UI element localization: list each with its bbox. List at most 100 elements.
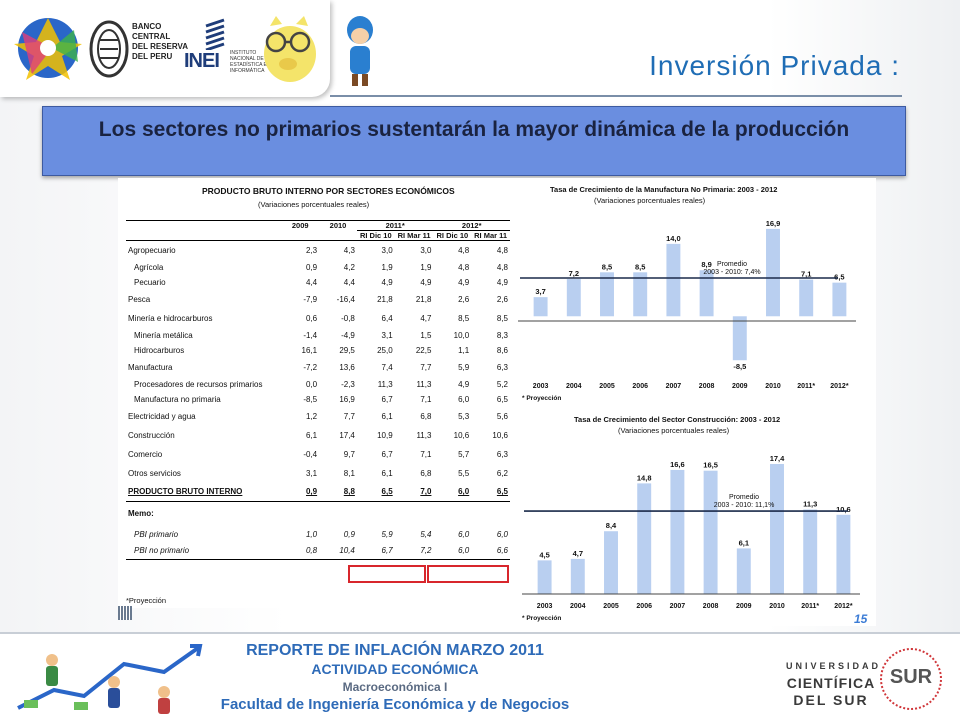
row-label: Manufactura xyxy=(128,362,173,372)
chart-bar xyxy=(533,297,548,317)
university-label: CIENTÍFICA xyxy=(786,675,876,691)
row-value: 1,9 xyxy=(381,262,393,272)
chart-bar xyxy=(666,243,681,317)
footer-course: Macroeconómica I xyxy=(342,680,448,694)
chart-data-label: 8,5 xyxy=(602,262,612,271)
row-value: -7,2 xyxy=(303,362,318,372)
chart-bar xyxy=(566,279,581,317)
chart-bar xyxy=(633,272,648,317)
row-value: 10,6 xyxy=(492,430,508,440)
chart-average-label: 2003 - 2010: 7,4% xyxy=(703,269,760,276)
row-value: 29,5 xyxy=(339,345,355,355)
footer: REPORTE DE INFLACIÓN MARZO 2011 ACTIVIDA… xyxy=(0,632,960,720)
row-value: 6,2 xyxy=(496,468,508,478)
row-value: -0,8 xyxy=(341,313,355,323)
row-value: 6,5 xyxy=(496,394,508,404)
logo-header: BANCO CENTRAL DEL RESERVA DEL PERU INEI … xyxy=(0,0,373,97)
chart-data-label: 14,0 xyxy=(666,234,681,243)
chart-footnote: * Proyección xyxy=(522,615,561,622)
chart-average-label: Promedio xyxy=(729,494,759,501)
row-value: 4,9 xyxy=(381,277,393,287)
table-row: Pesca -7,9 -16,4 21,8 21,8 2,6 2,6 xyxy=(126,290,510,309)
row-value: 1,2 xyxy=(305,411,318,421)
row-label: Otros servicios xyxy=(128,468,181,478)
table-header-year: 2012* xyxy=(433,220,510,231)
row-value: 0,6 xyxy=(305,313,318,323)
chart-bar xyxy=(637,483,652,594)
row-value: 4,9 xyxy=(458,379,470,389)
chart-data-label: 6,1 xyxy=(739,538,749,547)
table-subtitle: (Variaciones porcentuales reales) xyxy=(258,200,370,209)
chart-data-label: 11,3 xyxy=(803,500,817,509)
row-label: Procesadores de recursos primarios xyxy=(134,379,263,389)
row-value: 4,7 xyxy=(420,313,432,323)
chart-data-label: 4,5 xyxy=(539,550,549,559)
globe-logo-icon xyxy=(14,18,82,80)
seal-text: SUR xyxy=(889,666,933,688)
row-value: 17,4 xyxy=(339,430,355,440)
row-value: 1,9 xyxy=(420,262,432,272)
row-value: 6,1 xyxy=(381,411,393,421)
memo-row-label: PBI primario xyxy=(134,529,179,539)
row-value: 4,9 xyxy=(496,277,508,287)
footer-section: ACTIVIDAD ECONÓMICA xyxy=(311,661,479,677)
row-value: 4,4 xyxy=(305,277,318,287)
row-value: 4,8 xyxy=(458,245,470,255)
chart-data-label: 14,8 xyxy=(637,473,652,482)
row-value: 8,5 xyxy=(458,313,470,323)
table-subheader: RI Mar 11 xyxy=(397,231,431,240)
chart-data-label: -8,5 xyxy=(733,362,746,371)
memo-header-row: Memo: xyxy=(126,501,510,526)
table-row: Manufactura -7,2 13,6 7,4 7,7 5,9 6,3 xyxy=(126,358,510,377)
chart-bar xyxy=(770,463,784,594)
table-row: Agrícola 0,9 4,2 1,9 1,9 4,8 4,8 xyxy=(126,260,510,275)
row-value: 11,3 xyxy=(416,430,432,440)
chart-tick-label: 2004 xyxy=(566,383,582,390)
footer-report-title: REPORTE DE INFLACIÓN MARZO 2011 xyxy=(246,642,544,659)
row-label: Comercio xyxy=(128,449,163,459)
row-value: 6,7 xyxy=(381,449,393,459)
chart-tick-label: 2011* xyxy=(797,383,815,390)
headline-banner: Los sectores no primarios sustentarán la… xyxy=(42,106,906,176)
row-label: Agrícola xyxy=(134,262,164,272)
university-label: DEL SUR xyxy=(793,692,869,708)
table-row: Minería metálica -1,4 -4,9 3,1 1,5 10,0 8,3 xyxy=(126,328,510,343)
row-value: 6,1 xyxy=(305,430,318,440)
row-value: 8,8 xyxy=(343,487,355,497)
row-value: -16,4 xyxy=(336,294,355,304)
table-header-year: 2010 xyxy=(329,221,347,231)
chart-bar xyxy=(766,228,780,317)
row-value: 5,6 xyxy=(496,411,508,421)
table-header-blank xyxy=(126,221,281,231)
row-value: 16,9 xyxy=(339,394,355,404)
inei-stripes-icon xyxy=(205,18,225,50)
row-label: Hidrocarburos xyxy=(134,345,185,355)
row-value: 7,1 xyxy=(420,449,432,459)
chart-tick-label: 2007 xyxy=(670,603,686,610)
table-row: Agropecuario 2,3 4,3 3,0 3,0 4,8 4,8 xyxy=(126,241,510,260)
table-row: Construcción 6,1 17,4 10,9 11,3 10,6 10,6 xyxy=(126,426,510,445)
memo-row-value: 10,4 xyxy=(339,546,355,556)
row-value: 7,0 xyxy=(420,487,432,497)
chart-tick-label: 2012* xyxy=(830,383,849,390)
chart-tick-label: 2006 xyxy=(636,603,652,610)
chart-bar xyxy=(670,469,685,594)
row-label: Pesca xyxy=(128,294,151,304)
row-value: -8,5 xyxy=(303,394,318,404)
row-value: 0,0 xyxy=(305,379,318,389)
memo-row: PBI no primario 0,8 10,4 6,7 7,2 6,0 6,6 xyxy=(126,543,510,560)
row-value: 5,9 xyxy=(458,362,470,372)
inei-logo-text: INEI xyxy=(184,50,220,72)
table-header-blank xyxy=(281,231,319,241)
highlight-box-2011 xyxy=(348,565,426,583)
row-value: 7,7 xyxy=(343,411,355,421)
chart-bar xyxy=(604,531,618,594)
chart-data-label: 16,6 xyxy=(670,460,685,469)
chart-tick-label: 2005 xyxy=(599,383,615,390)
memo-row-value: 5,9 xyxy=(381,529,393,539)
table-title: PRODUCTO BRUTO INTERNO POR SECTORES ECON… xyxy=(202,186,455,196)
table-footnote: *Proyección xyxy=(126,596,167,605)
chart-title: Tasa de Crecimiento de la Manufactura No… xyxy=(550,185,777,194)
manufacturing-growth-chart: Tasa de Crecimiento de la Manufactura No… xyxy=(518,185,856,402)
chart-data-label: 8,4 xyxy=(606,521,617,530)
